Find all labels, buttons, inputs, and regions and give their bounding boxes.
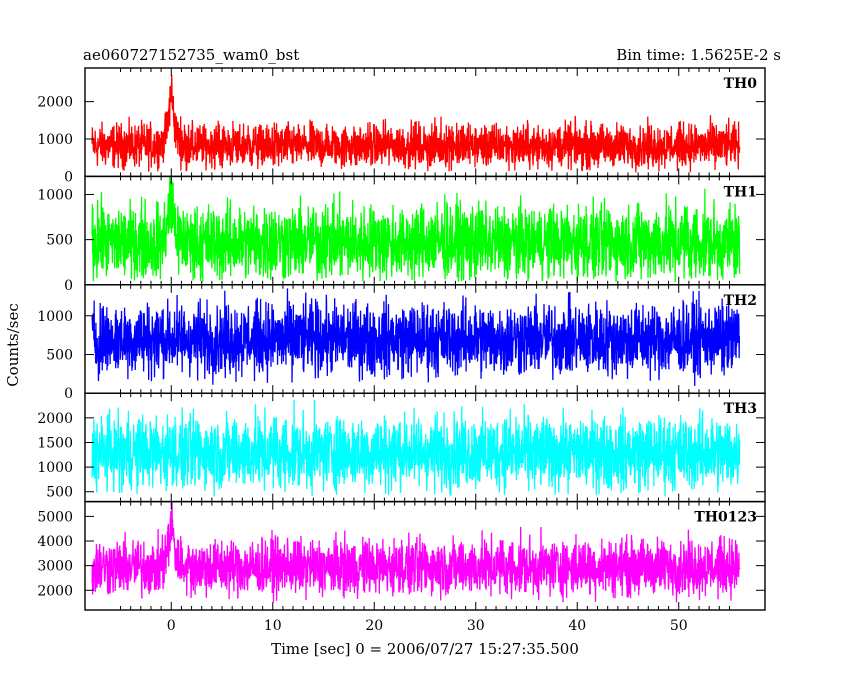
- x-tick-label: 20: [365, 618, 383, 634]
- x-tick-label: 30: [467, 618, 485, 634]
- y-tick-label: 1000: [37, 309, 73, 325]
- panel-stack: TH0010002000TH105001000TH205001000TH3500…: [37, 67, 766, 634]
- chart-title: ae060727152735_wam0_bst: [83, 46, 299, 64]
- x-axis-label: Time [sec] 0 = 2006/07/27 15:27:35.500: [271, 640, 579, 658]
- y-tick-label: 2000: [37, 583, 73, 599]
- panel-th1: TH1 0 500 1000: [37, 175, 766, 294]
- panel-label: TH1: [724, 184, 757, 200]
- panel-label: TH0123: [694, 510, 757, 526]
- panel-th2: TH2 0 500 1000: [37, 284, 766, 402]
- y-tick-label: 5000: [37, 509, 73, 525]
- y-tick-label: 0: [64, 169, 73, 185]
- series-th0123: [91, 501, 741, 603]
- y-tick-label: 3000: [37, 559, 73, 575]
- bin-time-label: Bin time: 1.5625E-2 s: [616, 46, 781, 64]
- y-tick-label: 500: [46, 347, 73, 363]
- series-th2: [91, 288, 741, 386]
- panel-label: TH3: [724, 401, 757, 417]
- y-tick-label: 1500: [37, 435, 73, 451]
- x-tick-label: 0: [167, 618, 176, 634]
- y-tick-label: 1000: [37, 460, 73, 476]
- y-tick-label: 2000: [37, 95, 73, 111]
- y-tick-label: 0: [64, 278, 73, 294]
- y-tick-label: 500: [46, 485, 73, 501]
- panel-label: TH0: [724, 76, 758, 92]
- x-tick-label: 50: [670, 618, 688, 634]
- series-th1: [91, 176, 741, 282]
- series-th0: [91, 74, 741, 173]
- x-tick-label: 10: [264, 618, 282, 634]
- panel-th0123: TH0123 2000 3000 4000 5000: [37, 500, 766, 611]
- y-tick-label: 1000: [37, 187, 73, 203]
- y-tick-label: 2000: [37, 411, 73, 427]
- panel-label: TH2: [724, 293, 757, 309]
- panel-th3: TH3 500 1000 1500 2000: [37, 392, 766, 503]
- y-axis-label: Counts/sec: [4, 303, 22, 387]
- panel-th0: TH0 0 1000 2000: [37, 67, 766, 185]
- y-tick-label: 500: [46, 233, 73, 249]
- y-tick-label: 0: [64, 386, 73, 402]
- y-tick-label: 1000: [37, 132, 73, 148]
- series-th3: [91, 399, 741, 497]
- y-tick-label: 4000: [37, 534, 73, 550]
- x-tick-label: 40: [568, 618, 586, 634]
